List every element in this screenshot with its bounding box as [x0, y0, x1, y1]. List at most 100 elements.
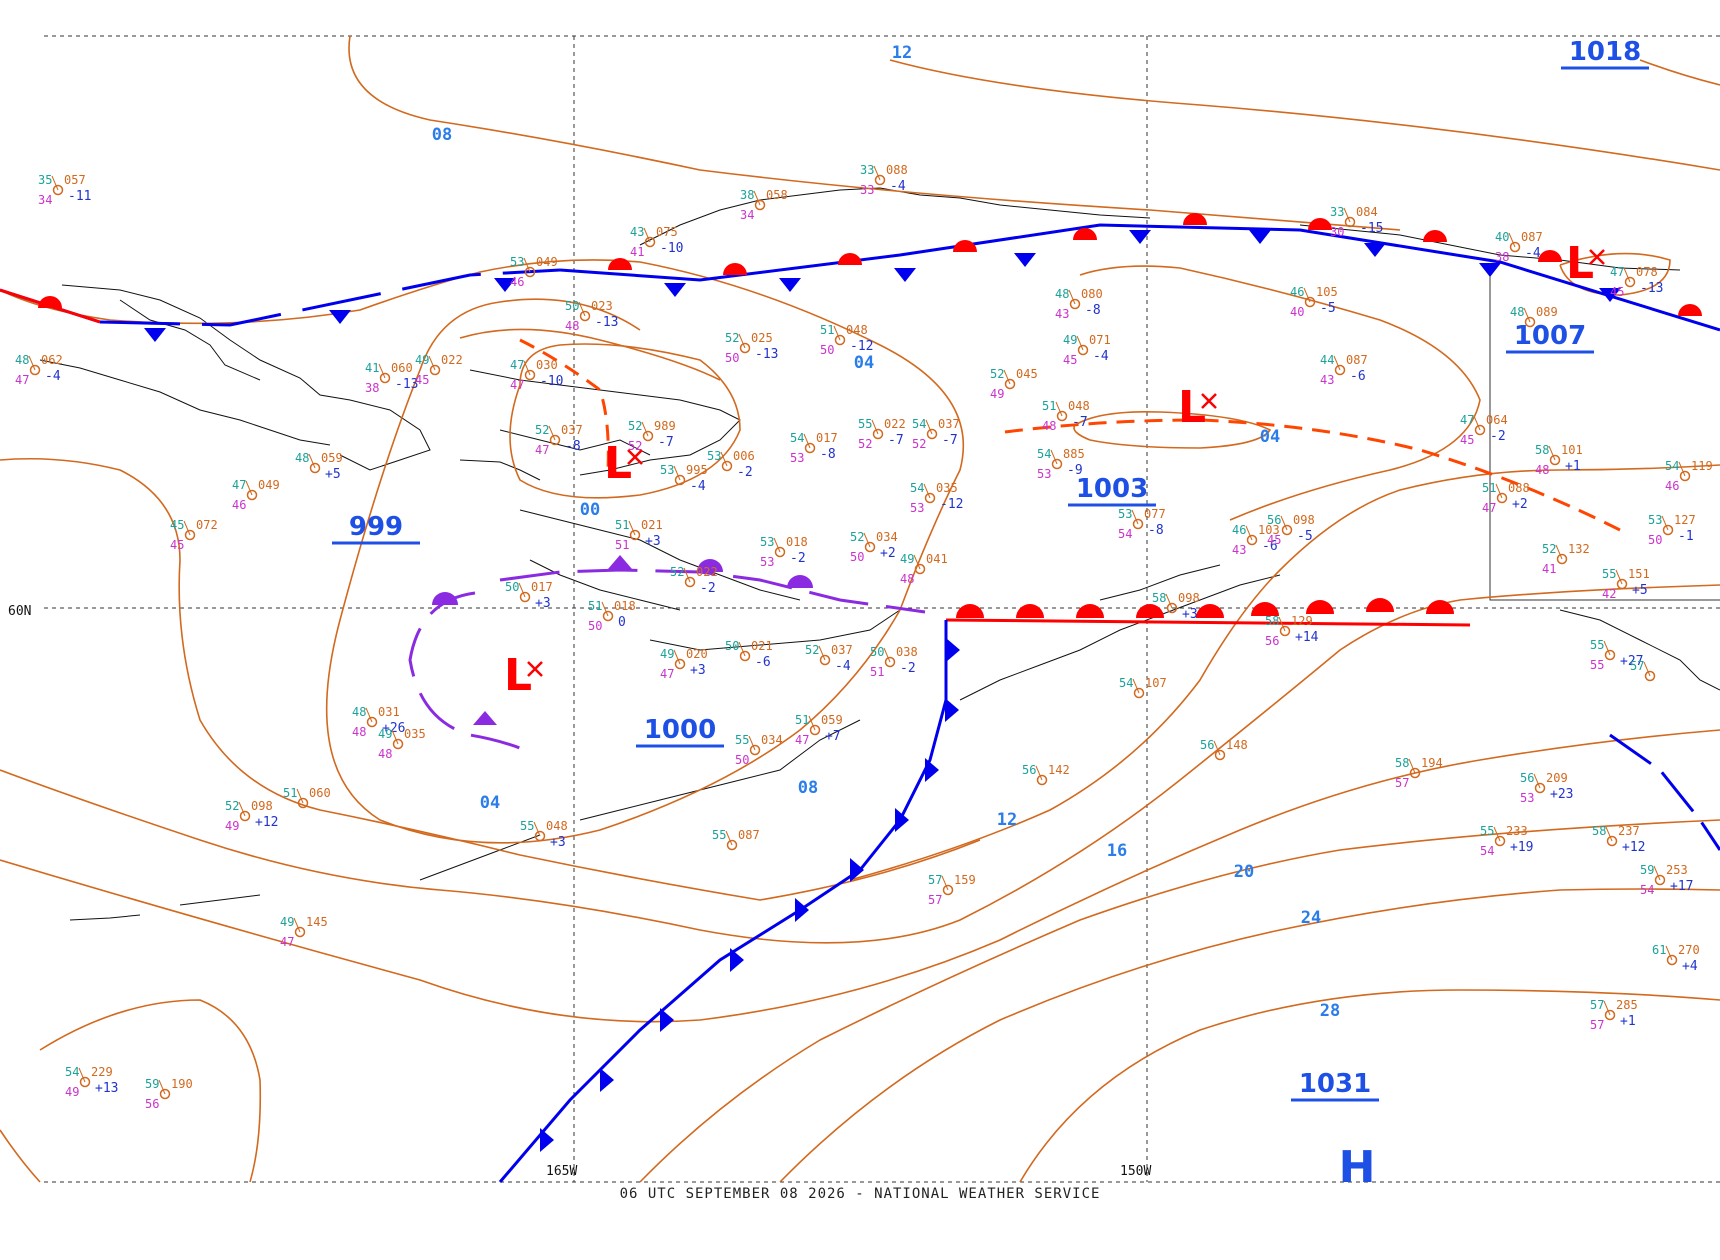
- isobar: [639, 819, 1720, 1183]
- station-temp: 55: [1480, 824, 1494, 838]
- station-temp: 52: [850, 530, 864, 544]
- station-plot: 48 080 43 -8: [1055, 287, 1103, 321]
- station-temp: 49: [378, 727, 392, 741]
- station-plot: 55 233 54 +19: [1480, 824, 1533, 858]
- station-dewpoint: 47: [535, 443, 549, 457]
- station-plot: 48 062 47 -4: [15, 353, 63, 387]
- station-circle-icon: [739, 342, 751, 354]
- station-pressure: 080: [1081, 287, 1103, 301]
- station-tendency: +13: [95, 1081, 118, 1096]
- station-circle-icon: [1474, 424, 1486, 436]
- wind-barb-icon: [923, 483, 931, 499]
- station-temp: 51: [1042, 399, 1056, 413]
- trough-line: [519, 338, 610, 471]
- station-tendency: -5: [1320, 301, 1336, 316]
- station-pressure: 038: [896, 645, 918, 659]
- station-temp: 54: [912, 417, 926, 431]
- station-plot: 56 142: [1022, 763, 1070, 786]
- station-pressure: 194: [1421, 756, 1443, 770]
- station-plot: 57 285 57 +1: [1590, 998, 1638, 1032]
- station-circle-icon: [1304, 296, 1316, 308]
- lat-lon-grid: [44, 35, 1720, 1183]
- isobar-value-label: 16: [1107, 841, 1127, 861]
- warm-front-bump: [953, 240, 977, 252]
- station-pressure: 037: [938, 417, 960, 431]
- station-temp: 57: [928, 873, 942, 887]
- wind-barb-icon: [1280, 515, 1288, 531]
- station-dewpoint: 38: [1495, 250, 1509, 264]
- station-dewpoint: 52: [628, 439, 642, 453]
- high-center-icon: H: [1339, 1142, 1376, 1193]
- station-dewpoint: 47: [280, 935, 294, 949]
- isobar-value-label: 12: [997, 810, 1017, 830]
- station-dewpoint: 57: [1590, 1018, 1604, 1032]
- station-temp: 50: [505, 580, 519, 594]
- station-temp: 54: [910, 481, 924, 495]
- central-pressure-label: 1003: [1068, 474, 1156, 507]
- cold-front-tooth: [329, 310, 351, 324]
- station-circle-icon: [1166, 602, 1178, 614]
- station-circle-icon: [1549, 454, 1561, 466]
- station-tendency: -2: [1490, 429, 1506, 444]
- station-tendency: +1: [1565, 459, 1581, 474]
- station-plot: 55 151 42 +5: [1602, 567, 1650, 601]
- pressure-center-letter: L: [1178, 382, 1206, 433]
- station-plot: 61 270 +4: [1652, 943, 1700, 974]
- station-tendency: -8: [820, 447, 836, 462]
- isobar-value-label: 04: [1260, 427, 1280, 447]
- station-plot: 49 041 48: [900, 552, 948, 586]
- wind-barb-icon: [533, 821, 541, 837]
- wind-barb-icon: [738, 333, 746, 349]
- wind-barb-icon: [28, 355, 36, 371]
- pressure-center-letter: L: [604, 438, 632, 489]
- station-circle-icon: [834, 334, 846, 346]
- station-plot: 58 098 +3: [1152, 591, 1200, 622]
- station-dewpoint: 40: [1290, 305, 1304, 319]
- station-temp: 53: [1118, 507, 1132, 521]
- station-temp: 44: [1320, 353, 1334, 367]
- warm-front-bump: [1073, 228, 1097, 240]
- wind-barb-icon: [365, 707, 373, 723]
- wind-barb-icon: [1603, 640, 1611, 656]
- station-plot: 54 035 53 -12: [910, 481, 963, 515]
- station-circle-icon: [294, 926, 306, 938]
- station-tendency: +3: [550, 835, 566, 850]
- station-tendency: -4: [45, 369, 61, 384]
- isobar-value-label: 08: [798, 778, 818, 798]
- station-pressure: 101: [1561, 443, 1583, 457]
- station-pressure: 048: [1068, 399, 1090, 413]
- station-tendency: -8: [565, 439, 581, 454]
- station-pressure: 190: [171, 1077, 193, 1091]
- coastline-segment: [879, 187, 1151, 219]
- wind-barb-icon: [51, 175, 59, 191]
- station-temp: 46: [1290, 285, 1304, 299]
- station-circle-icon: [1604, 649, 1616, 661]
- station-dewpoint: 50: [820, 343, 834, 357]
- station-pressure: 237: [1618, 824, 1640, 838]
- wind-barb-icon: [1050, 449, 1058, 465]
- station-temp: 50: [565, 299, 579, 313]
- station-plot: 50 017 +3: [505, 580, 553, 611]
- station-dewpoint: 47: [1482, 501, 1496, 515]
- wind-barb-icon: [1068, 289, 1076, 305]
- station-dewpoint: 50: [588, 619, 602, 633]
- station-pressure: 072: [196, 518, 218, 532]
- station-pressure: 062: [41, 353, 63, 367]
- station-plot: 33 084 30 -15: [1330, 205, 1383, 239]
- station-circle-icon: [924, 492, 936, 504]
- occluded-front-tooth: [608, 555, 632, 569]
- cold-front-tooth: [1479, 263, 1501, 277]
- station-dewpoint: 47: [510, 378, 524, 392]
- station-temp: 33: [860, 163, 874, 177]
- cold-front-tooth: [664, 283, 686, 297]
- wind-barb-icon: [673, 649, 681, 665]
- wind-barb-icon: [753, 190, 761, 206]
- station-dewpoint: 45: [1063, 353, 1077, 367]
- station-circle-icon: [159, 1088, 171, 1100]
- warm-front-bump: [1136, 604, 1164, 618]
- station-plot: 53 077 54 -8: [1118, 507, 1166, 541]
- isobar-value-label: 04: [854, 353, 874, 373]
- coastline-segment: [469, 369, 741, 476]
- station-plot: 54 119 46: [1665, 459, 1713, 493]
- isobar: [849, 464, 1720, 881]
